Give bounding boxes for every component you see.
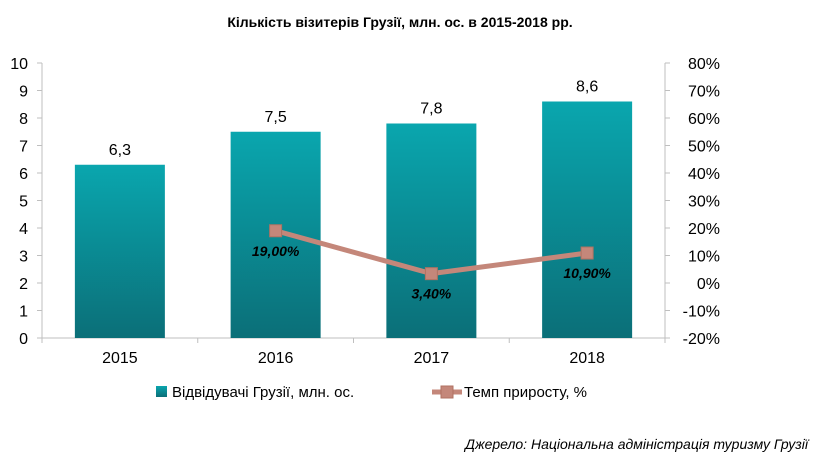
bar bbox=[542, 101, 633, 338]
growth-point-marker bbox=[269, 224, 283, 238]
axes: 0 1 2 3 4 5 6 7 8 9 10 -20% -10% 0% 10% 20% 30% 40% 50% 60%… bbox=[10, 56, 720, 367]
growth-point-marker bbox=[424, 267, 438, 281]
bars bbox=[74, 101, 633, 338]
y-left-tick-label: 8 bbox=[19, 111, 28, 128]
y-right-tick-label: 60% bbox=[688, 111, 720, 128]
bar-value-label: 8,6 bbox=[576, 79, 598, 96]
growth-value-label: 10,90% bbox=[563, 265, 611, 281]
y-right-tick-label: 70% bbox=[688, 84, 720, 101]
growth-point-marker bbox=[580, 246, 594, 260]
x-tick-label: 2018 bbox=[569, 350, 605, 367]
y-right-tick-label: 30% bbox=[688, 194, 720, 211]
legend-line-label: Темп приросту, % bbox=[464, 384, 587, 401]
y-left-tick-label: 0 bbox=[19, 331, 28, 348]
bar bbox=[386, 123, 477, 338]
y-right-tick-label: 20% bbox=[688, 221, 720, 238]
y-left-tick-label: 7 bbox=[19, 139, 28, 156]
x-tick-label: 2016 bbox=[258, 350, 294, 367]
y-left-tick-label: 3 bbox=[19, 249, 28, 266]
x-tick-label: 2015 bbox=[102, 350, 138, 367]
y-left-tick-label: 6 bbox=[19, 166, 28, 183]
y-left-tick-label: 9 bbox=[19, 84, 28, 101]
growth-value-label: 3,40% bbox=[412, 286, 452, 302]
y-left-tick-label: 5 bbox=[19, 194, 28, 211]
y-right-tick-label: 80% bbox=[688, 56, 720, 73]
chart-title: Кількість візитерів Грузії, млн. ос. в 2… bbox=[227, 14, 572, 30]
y-right-tick-label: 40% bbox=[688, 166, 720, 183]
x-tick-label: 2017 bbox=[414, 350, 450, 367]
y-right-tick-label: -20% bbox=[683, 331, 720, 348]
bar-value-label: 7,5 bbox=[265, 109, 287, 126]
y-right-tick-label: 50% bbox=[688, 139, 720, 156]
y-left-tick-label: 10 bbox=[10, 56, 28, 73]
y-right-tick-label: 0% bbox=[697, 276, 720, 293]
y-left-tick-label: 1 bbox=[19, 304, 28, 321]
y-left-tick-label: 4 bbox=[19, 221, 28, 238]
y-left-tick-label: 2 bbox=[19, 276, 28, 293]
growth-value-label: 19,00% bbox=[252, 243, 300, 259]
growth-line bbox=[269, 224, 594, 281]
legend: Відвідувачі Грузії, млн. ос. Темп прирос… bbox=[156, 384, 587, 401]
legend-bar-swatch bbox=[156, 386, 167, 397]
bar-value-label: 6,3 bbox=[109, 142, 131, 159]
source-note: Джерело: Національна адміністрація туриз… bbox=[463, 436, 810, 452]
legend-line-marker bbox=[440, 385, 454, 399]
bar-value-label: 7,8 bbox=[420, 101, 442, 118]
y-right-tick-label: 10% bbox=[688, 249, 720, 266]
y-right-tick-label: -10% bbox=[683, 304, 720, 321]
bar bbox=[74, 164, 165, 338]
data-labels: 6,3 7,5 7,8 8,6 19,00% 3,40% 10,90% bbox=[109, 79, 612, 302]
legend-bar-label: Відвідувачі Грузії, млн. ос. bbox=[172, 384, 354, 401]
